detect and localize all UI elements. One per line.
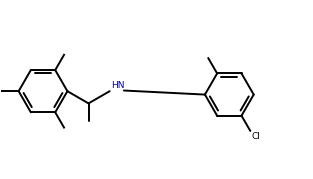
Text: Cl: Cl [251, 132, 260, 141]
Text: HN: HN [111, 81, 125, 90]
